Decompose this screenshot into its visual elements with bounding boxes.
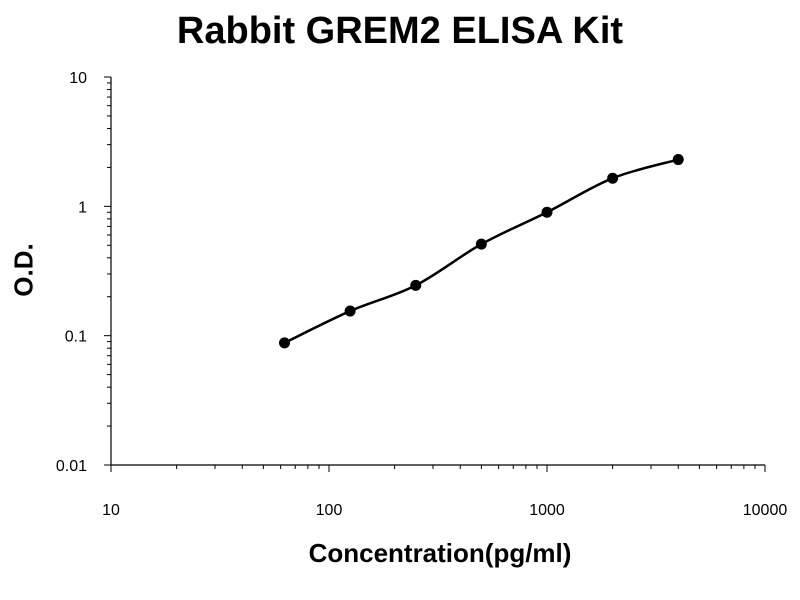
x-tick-label: 100	[316, 502, 343, 519]
data-point	[475, 238, 487, 250]
y-tick-label: 1	[78, 199, 87, 216]
x-tick-label: 10000	[743, 502, 788, 519]
y-tick-label: 0.1	[65, 329, 87, 346]
data-point	[607, 172, 619, 184]
x-tick-label: 10	[102, 502, 120, 519]
data-point	[279, 337, 291, 349]
y-tick-label: 10	[69, 70, 87, 87]
data-point	[344, 305, 356, 317]
y-tick-label: 0.01	[56, 458, 87, 475]
chart-title: Rabbit GREM2 ELISA Kit	[176, 10, 624, 52]
fit-curve	[283, 158, 679, 344]
data-point	[541, 206, 553, 218]
data-point	[410, 279, 422, 291]
x-tick-label: 1000	[529, 502, 565, 519]
x-axis-label: Concentration(pg/ml)	[308, 538, 572, 568]
data-point	[672, 154, 684, 166]
